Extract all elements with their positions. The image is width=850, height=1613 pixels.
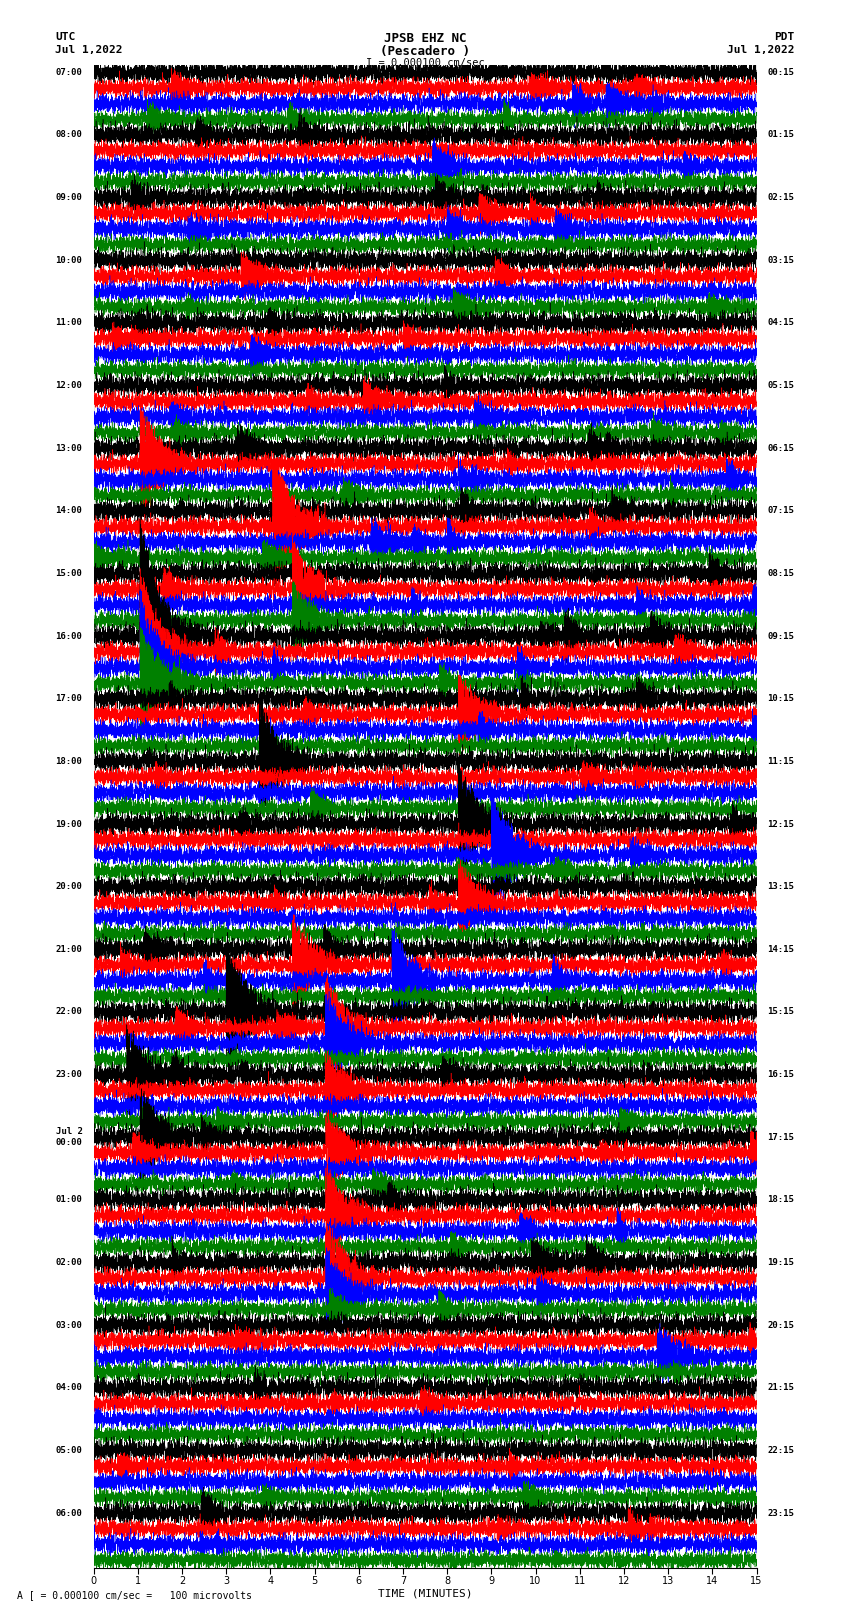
Text: 15:00: 15:00	[55, 569, 82, 577]
Text: 22:15: 22:15	[768, 1445, 795, 1455]
Text: 10:15: 10:15	[768, 694, 795, 703]
X-axis label: TIME (MINUTES): TIME (MINUTES)	[377, 1589, 473, 1598]
Text: 07:00: 07:00	[55, 68, 82, 77]
Text: 20:00: 20:00	[55, 882, 82, 890]
Text: 01:15: 01:15	[768, 131, 795, 139]
Text: 22:00: 22:00	[55, 1008, 82, 1016]
Text: 11:00: 11:00	[55, 318, 82, 327]
Text: 12:15: 12:15	[768, 819, 795, 829]
Text: 16:15: 16:15	[768, 1069, 795, 1079]
Text: 01:00: 01:00	[55, 1195, 82, 1205]
Text: 07:15: 07:15	[768, 506, 795, 515]
Text: 20:15: 20:15	[768, 1321, 795, 1329]
Text: 18:00: 18:00	[55, 756, 82, 766]
Text: 06:15: 06:15	[768, 444, 795, 453]
Text: JPSB EHZ NC: JPSB EHZ NC	[383, 32, 467, 45]
Text: 11:15: 11:15	[768, 756, 795, 766]
Text: 08:00: 08:00	[55, 131, 82, 139]
Text: Jul 1,2022: Jul 1,2022	[55, 45, 122, 55]
Text: 14:15: 14:15	[768, 945, 795, 953]
Text: 13:00: 13:00	[55, 444, 82, 453]
Text: 00:15: 00:15	[768, 68, 795, 77]
Text: 04:00: 04:00	[55, 1384, 82, 1392]
Text: I = 0.000100 cm/sec: I = 0.000100 cm/sec	[366, 58, 484, 68]
Text: 17:15: 17:15	[768, 1132, 795, 1142]
Text: 12:00: 12:00	[55, 381, 82, 390]
Text: Jul 2
00:00: Jul 2 00:00	[55, 1127, 82, 1147]
Text: 02:00: 02:00	[55, 1258, 82, 1266]
Text: 13:15: 13:15	[768, 882, 795, 890]
Text: Jul 1,2022: Jul 1,2022	[728, 45, 795, 55]
Text: 21:15: 21:15	[768, 1384, 795, 1392]
Text: 03:15: 03:15	[768, 256, 795, 265]
Text: 15:15: 15:15	[768, 1008, 795, 1016]
Text: 05:00: 05:00	[55, 1445, 82, 1455]
Text: 08:15: 08:15	[768, 569, 795, 577]
Text: 19:00: 19:00	[55, 819, 82, 829]
Text: 18:15: 18:15	[768, 1195, 795, 1205]
Text: 06:00: 06:00	[55, 1508, 82, 1518]
Text: 19:15: 19:15	[768, 1258, 795, 1266]
Text: 03:00: 03:00	[55, 1321, 82, 1329]
Text: PDT: PDT	[774, 32, 795, 42]
Text: 10:00: 10:00	[55, 256, 82, 265]
Text: 23:15: 23:15	[768, 1508, 795, 1518]
Text: 14:00: 14:00	[55, 506, 82, 515]
Text: UTC: UTC	[55, 32, 76, 42]
Text: 16:00: 16:00	[55, 632, 82, 640]
Text: A [ = 0.000100 cm/sec =   100 microvolts: A [ = 0.000100 cm/sec = 100 microvolts	[17, 1590, 252, 1600]
Text: 21:00: 21:00	[55, 945, 82, 953]
Text: 02:15: 02:15	[768, 194, 795, 202]
Text: 09:15: 09:15	[768, 632, 795, 640]
Text: 09:00: 09:00	[55, 194, 82, 202]
Text: 04:15: 04:15	[768, 318, 795, 327]
Text: 05:15: 05:15	[768, 381, 795, 390]
Text: 23:00: 23:00	[55, 1069, 82, 1079]
Text: (Pescadero ): (Pescadero )	[380, 45, 470, 58]
Text: 17:00: 17:00	[55, 694, 82, 703]
